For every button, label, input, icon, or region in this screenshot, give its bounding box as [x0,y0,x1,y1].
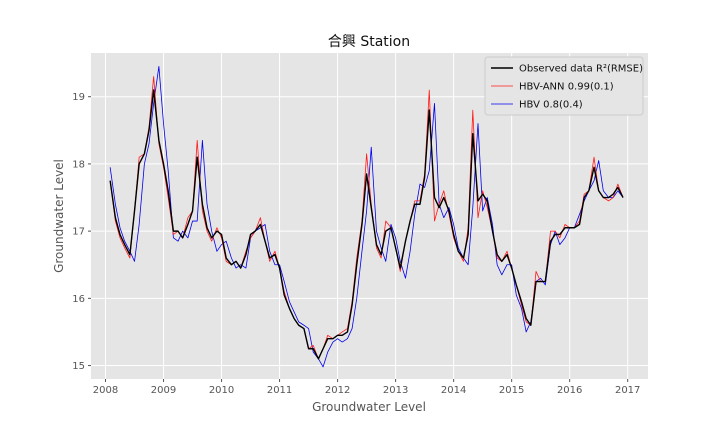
x-tick-label: 2017 [615,385,640,396]
series-line-1 [109,89,624,360]
x-tick-label: 2012 [325,385,350,396]
x-axis-label: Groundwater Level [312,400,426,414]
series-line-2 [109,76,624,360]
y-axis-label: Groundwater Level [52,159,66,273]
x-tick-label: 2009 [151,385,176,396]
x-tick-label: 2015 [499,385,524,396]
x-tick-label: 2008 [93,385,118,396]
legend-label-1: Observed data R²(RMSE) [519,64,643,75]
x-tick-label: 2016 [557,385,582,396]
legend: Observed data R²(RMSE) HBV-ANN 0.99(0.1) H… [484,56,644,116]
chart-title: 合興 Station [328,34,410,50]
legend-label-2: HBV-ANN 0.99(0.1) [519,82,614,93]
x-tick-label: 2013 [383,385,408,396]
y-axis-ticks: 15 16 17 18 19 [72,92,91,372]
y-tick-label: 16 [72,294,85,305]
legend-label-3: HBV 0.8(0.4) [519,100,583,111]
series-line-3 [109,66,624,368]
x-tick-label: 2010 [209,385,234,396]
y-tick-label: 17 [72,227,85,238]
x-tick-label: 2011 [267,385,292,396]
legend-box [484,56,644,116]
y-tick-label: 18 [72,159,85,170]
x-axis-ticks: 2008 2009 2010 2011 2012 2013 2014 2015 2016 2017 [93,379,640,396]
x-tick-label: 2014 [441,385,466,396]
y-tick-label: 19 [72,92,85,103]
series-lines [109,66,624,368]
y-tick-label: 15 [72,361,85,372]
